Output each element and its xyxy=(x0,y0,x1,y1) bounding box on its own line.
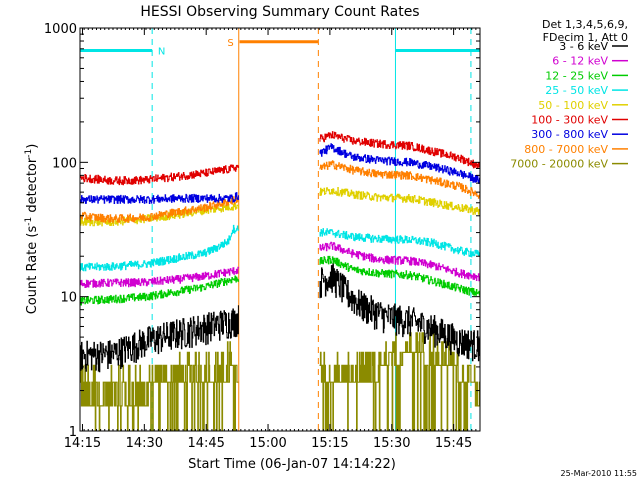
x-tick-label: 15:45 xyxy=(435,436,472,451)
series-trace xyxy=(80,131,480,186)
x-tick-label: 15:00 xyxy=(249,436,286,451)
series-line xyxy=(80,224,239,272)
series-trace xyxy=(80,143,480,204)
timestamp: 25-Mar-2010 11:55 xyxy=(561,469,638,478)
series-trace xyxy=(80,160,480,223)
y-tick-label: 100 xyxy=(52,156,77,171)
plot-frame xyxy=(79,27,481,432)
legend-entry-label: 50 - 100 keV xyxy=(538,99,608,112)
legend-entry-label: 800 - 7000 keV xyxy=(524,143,608,156)
y-axis-label: Count Rate (s-1 detector-1) xyxy=(24,144,40,315)
series-line xyxy=(80,192,239,204)
series-trace xyxy=(80,241,480,288)
x-tick-label: 15:30 xyxy=(373,436,410,451)
legend-entry-label: 6 - 12 keV xyxy=(552,55,608,68)
series-line xyxy=(319,255,480,296)
x-tick-label: 14:45 xyxy=(187,436,224,451)
legend: Det 1,3,4,5,6,9,FDecim 1, Att 03 - 6 keV… xyxy=(510,18,628,171)
series-line xyxy=(319,228,480,258)
series-line xyxy=(80,305,239,373)
flag-label: N xyxy=(158,46,165,57)
series-trace xyxy=(80,255,480,306)
series-line xyxy=(319,241,480,282)
chart-title: HESSI Observing Summary Count Rates xyxy=(140,4,419,20)
series-line xyxy=(319,332,480,431)
legend-entry-label: 300 - 800 keV xyxy=(531,128,608,141)
series-trace xyxy=(80,187,480,227)
legend-entry-label: 25 - 50 keV xyxy=(545,84,608,97)
series-line xyxy=(80,196,239,223)
legend-entry-label: 7000 - 20000 keV xyxy=(510,158,608,171)
x-tick-label: 15:15 xyxy=(311,436,348,451)
series-layer xyxy=(80,131,480,431)
series-line xyxy=(319,187,480,215)
series-line xyxy=(80,266,239,288)
x-axis-label: Start Time (06-Jan-07 14:14:22) xyxy=(188,457,396,472)
y-tick-label: 10 xyxy=(60,291,77,306)
y-tick-label: 1 xyxy=(69,425,77,440)
series-line xyxy=(319,131,480,169)
series-line xyxy=(80,341,239,431)
legend-entry-label: 100 - 300 keV xyxy=(531,114,608,127)
legend-entry-label: 12 - 25 keV xyxy=(545,69,608,82)
x-tick-label: 14:15 xyxy=(64,436,101,451)
series-line xyxy=(80,275,239,306)
series-line xyxy=(80,164,239,186)
series-trace xyxy=(80,263,480,373)
series-trace xyxy=(80,224,480,272)
flag-label: S xyxy=(227,38,233,49)
series-line xyxy=(319,143,480,184)
series-line xyxy=(319,263,480,362)
y-tick-label: 1000 xyxy=(44,22,77,37)
series-line xyxy=(319,160,480,199)
axes-layer: 14:15 14:30 14:45 15:00 15:15 15:30 15:45 1 10 10… xyxy=(44,22,481,451)
legend-entry-label: 3 - 6 keV xyxy=(559,40,608,53)
legend-header-line: FDecim 1, Att 0 xyxy=(543,31,628,44)
legend-header-line: Det 1,3,4,5,6,9, xyxy=(542,18,628,31)
x-tick-label: 14:30 xyxy=(126,436,163,451)
